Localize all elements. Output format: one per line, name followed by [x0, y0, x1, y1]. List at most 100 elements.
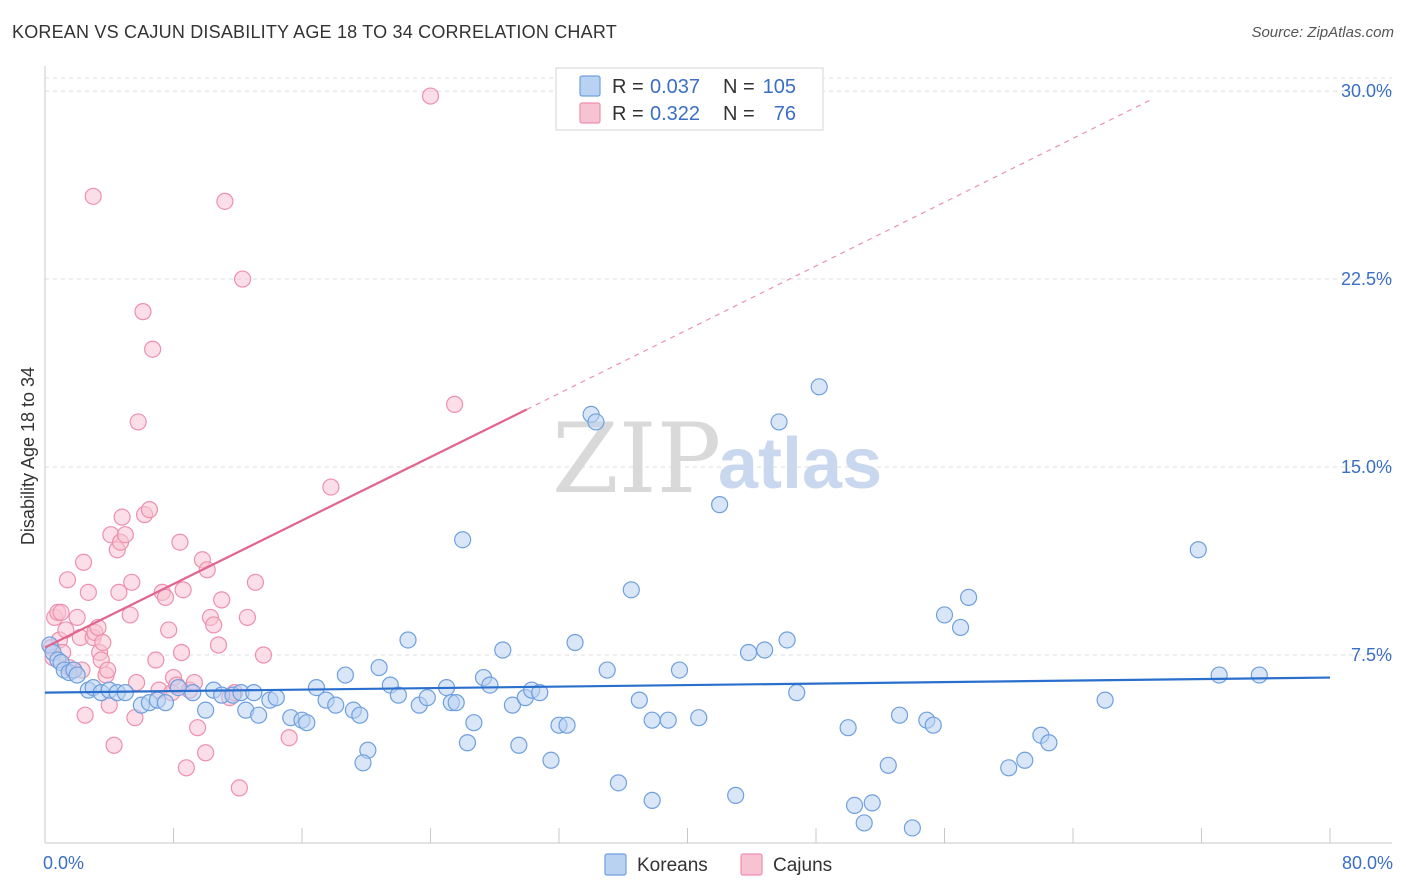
cajun-point-40	[140, 501, 159, 519]
y-tick-label-1: 15.0%	[1341, 457, 1392, 477]
korean-point-61	[542, 751, 560, 769]
korean-point-55	[494, 641, 512, 659]
legend-box: R = 0.037 N = 105 R = 0.322 N = 76	[555, 67, 824, 131]
cajun-point-63	[213, 591, 231, 609]
legend-n-label-koreans: N =	[723, 76, 755, 98]
korean-point-88	[879, 756, 897, 774]
cajun-point-16	[79, 583, 97, 601]
korean-point-26	[245, 684, 263, 702]
korean-point-50	[454, 531, 472, 549]
cajun-point-37	[129, 413, 147, 431]
cajun-point-29	[110, 583, 128, 601]
cajun-point-61	[205, 616, 223, 634]
korean-point-102	[1210, 666, 1228, 684]
korean-point-41	[370, 658, 388, 677]
cajun-point-42	[147, 651, 165, 669]
korean-point-82	[788, 684, 806, 702]
watermark-zip: ZIP	[552, 403, 721, 515]
korean-point-46	[418, 689, 436, 707]
cajun-point-74	[445, 395, 464, 413]
korean-point-94	[951, 618, 970, 637]
korean-point-96	[1000, 759, 1018, 777]
korean-point-52	[465, 714, 483, 732]
bottom-legend-cajuns: Cajuns	[773, 855, 832, 876]
cajun-point-52	[174, 581, 192, 599]
korean-point-79	[755, 641, 774, 659]
legend-r-label-cajuns: R =	[612, 103, 644, 125]
watermark-atlas: atlas	[718, 424, 882, 504]
cajun-point-62	[209, 636, 228, 654]
korean-point-32	[298, 714, 316, 732]
cajun-point-15	[76, 706, 94, 724]
grid	[45, 77, 1392, 656]
korean-point-70	[630, 691, 648, 709]
korean-point-89	[890, 706, 909, 724]
bottom-legend: Koreans Cajuns	[604, 853, 832, 876]
korean-point-92	[924, 716, 942, 734]
cajun-point-34	[123, 573, 141, 591]
legend-n-value-cajuns: 76	[774, 103, 796, 125]
korean-point-100	[1096, 691, 1114, 709]
korean-point-101	[1189, 541, 1207, 559]
bottom-legend-swatch-cajuns	[740, 853, 763, 876]
korean-point-17	[156, 694, 175, 712]
korean-point-95	[959, 588, 978, 606]
y-tick-label-3: 30.0%	[1341, 81, 1392, 101]
korean-point-90	[903, 819, 921, 837]
bottom-legend-koreans: Koreans	[637, 855, 708, 876]
korean-point-60	[531, 684, 549, 702]
cajun-point-70	[246, 573, 265, 591]
korean-point-38	[351, 706, 369, 724]
korean-point-35	[327, 696, 345, 714]
cajun-point-45	[156, 588, 175, 606]
y-tick-label-2: 22.5%	[1341, 269, 1392, 289]
cajun-point-58	[197, 744, 215, 762]
koreans-trend-line	[44, 676, 1331, 694]
korean-point-36	[336, 666, 354, 684]
korean-point-40	[354, 754, 372, 772]
korean-point-44	[399, 631, 417, 649]
legend-r-label-koreans: R =	[612, 76, 644, 98]
korean-point-29	[267, 689, 285, 707]
legend-r-value-koreans: 0.037	[650, 76, 700, 98]
korean-point-7	[68, 666, 86, 684]
korean-point-64	[566, 633, 584, 652]
korean-point-77	[727, 786, 745, 804]
cajun-point-32	[116, 526, 134, 544]
cajun-point-27	[105, 736, 123, 754]
cajun-point-5	[52, 603, 70, 622]
cajun-point-56	[188, 719, 207, 737]
legend-r-value-cajuns: 0.322	[650, 103, 700, 125]
korean-point-54	[481, 676, 499, 694]
korean-point-99	[1040, 734, 1058, 752]
korean-point-27	[250, 706, 268, 724]
korean-point-103	[1250, 666, 1268, 684]
korean-point-97	[1016, 751, 1034, 769]
korean-point-75	[690, 709, 708, 727]
cajun-point-50	[171, 533, 189, 551]
x-tick-labels: 0.0% 80.0%	[43, 853, 1393, 873]
legend-swatch-koreans	[579, 75, 601, 97]
y-tick-labels: 7.5% 15.0% 22.5% 30.0%	[1341, 81, 1392, 665]
cajun-point-38	[134, 303, 152, 321]
korean-point-56	[503, 696, 522, 714]
korean-point-51	[458, 734, 477, 752]
source-label: Source: ZipAtlas.com	[1251, 24, 1394, 41]
cajun-point-73	[322, 478, 340, 496]
cajun-point-75	[421, 87, 440, 105]
korean-point-67	[598, 661, 616, 679]
cajun-point-11	[68, 608, 86, 627]
cajun-point-14	[74, 553, 93, 571]
korean-point-33	[307, 678, 326, 697]
korean-point-74	[670, 661, 689, 679]
cajuns-trend-extension	[526, 98, 1154, 410]
cajun-point-69	[238, 608, 256, 627]
cajun-point-64	[216, 192, 234, 210]
cajun-point-53	[177, 759, 195, 777]
cajun-point-8	[58, 571, 77, 589]
cajun-point-67	[230, 779, 248, 797]
y-axis-label: Disability Age 18 to 34	[18, 367, 38, 545]
cajun-point-71	[254, 646, 273, 664]
korean-point-72	[643, 791, 661, 809]
